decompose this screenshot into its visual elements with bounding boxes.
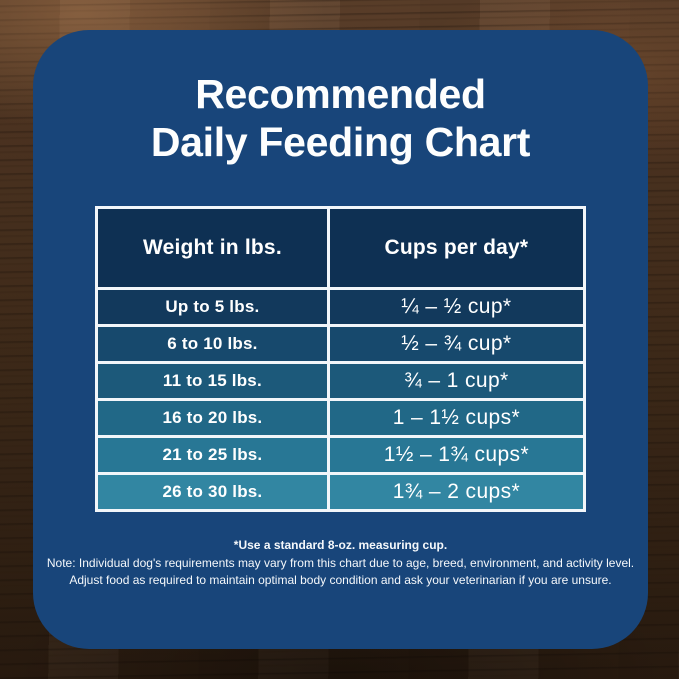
column-header-cups: Cups per day* [326,206,587,290]
weight-cell: 21 to 25 lbs. [95,435,330,475]
measuring-cup-note: *Use a standard 8-oz. measuring cup. [233,538,448,552]
table-header-row: Weight in lbs. Cups per day* [95,206,587,290]
table-row: 21 to 25 lbs. 1½ – 1¾ cups* [95,435,587,475]
cups-cell: 1½ – 1¾ cups* [326,435,587,475]
cups-cell: ¾ – 1 cup* [326,361,587,401]
footnotes: *Use a standard 8-oz. measuring cup. Not… [33,537,648,590]
weight-cell: 26 to 30 lbs. [95,472,330,512]
title-line-1: Recommended [195,71,486,117]
column-header-weight: Weight in lbs. [95,206,330,290]
cups-cell: ¼ – ½ cup* [326,287,587,327]
disclaimer-line-2: Adjust food as required to maintain opti… [69,573,612,587]
weight-cell: 6 to 10 lbs. [95,324,330,364]
feeding-chart-card: Recommended Daily Feeding Chart Weight i… [33,30,648,649]
table-row: 11 to 15 lbs. ¾ – 1 cup* [95,361,587,401]
cups-cell: ½ – ¾ cup* [326,324,587,364]
table-row: 26 to 30 lbs. 1¾ – 2 cups* [95,472,587,512]
cups-cell: 1 – 1½ cups* [326,398,587,438]
table-row: 16 to 20 lbs. 1 – 1½ cups* [95,398,587,438]
disclaimer-line-1: Note: Individual dog's requirements may … [46,555,635,570]
feeding-table: Weight in lbs. Cups per day* Up to 5 lbs… [95,206,587,512]
weight-cell: Up to 5 lbs. [95,287,330,327]
weight-cell: 11 to 15 lbs. [95,361,330,401]
weight-cell: 16 to 20 lbs. [95,398,330,438]
table-row: 6 to 10 lbs. ½ – ¾ cup* [95,324,587,364]
title-line-2: Daily Feeding Chart [150,119,531,165]
page-title: Recommended Daily Feeding Chart [33,70,648,166]
table-row: Up to 5 lbs. ¼ – ½ cup* [95,287,587,327]
cups-cell: 1¾ – 2 cups* [326,472,587,512]
